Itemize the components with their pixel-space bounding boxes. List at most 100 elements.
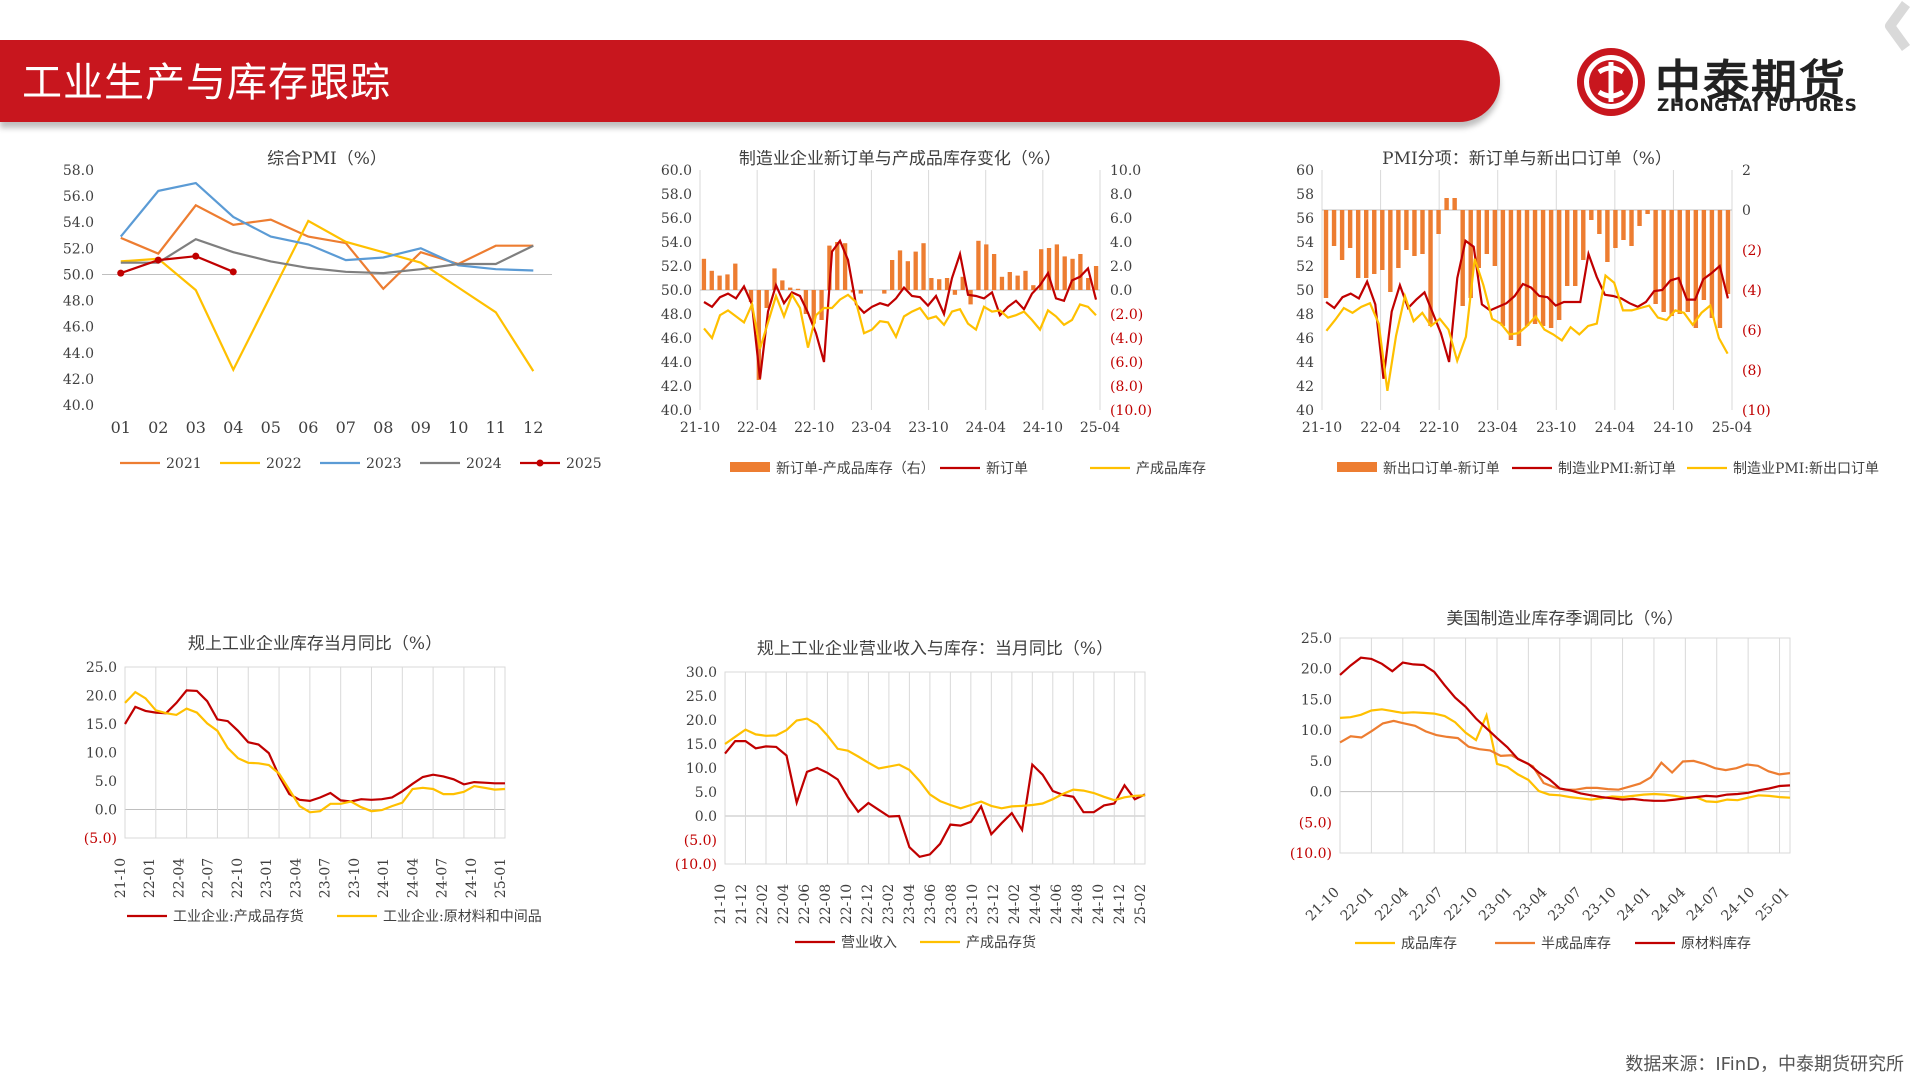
- legend-label: 制造业PMI:新出口订单: [1733, 461, 1879, 477]
- chart-panel-pmi-orders: PMI分项：新订单与新出口订单（%） 60 58 56 54 52 50 48 46 44 42 40…: [1280, 150, 1920, 570]
- y2-tick-label: (8.0): [1110, 379, 1143, 395]
- x-tick-label: 25-04: [1080, 420, 1120, 436]
- x-tick-label: 22-04: [1372, 884, 1412, 924]
- x-tick-label: 24-04: [1028, 884, 1044, 924]
- x-tick-label: 24-04: [405, 858, 421, 898]
- legend-label: 工业企业:原材料和中间品: [383, 908, 542, 925]
- legend-label: 2022: [266, 456, 302, 472]
- chart-us-inventory: 美国制造业库存季调同比（%） 25.0 20.0 15.0 10.0 5.0 0.0 (5.0…: [1290, 610, 1793, 952]
- bar: [1532, 210, 1538, 324]
- y-tick-label: 56.0: [63, 189, 94, 205]
- bar: [1709, 210, 1715, 318]
- x-tick-label: 22-10: [794, 420, 834, 436]
- x-tick-label: 22-12: [860, 884, 876, 924]
- chart-panel-inventory-yoy: 规上工业企业库存当月同比（%） 25.0 20.0 15.0 10.0 5.0 0.0 (5.…: [70, 635, 630, 1015]
- chart-panel-us-inventory: 美国制造业库存季调同比（%） 25.0 20.0 15.0 10.0 5.0 0.0 (5.0…: [1280, 610, 1900, 1025]
- series-line: [124, 689, 505, 803]
- x-tick-label: 11: [486, 418, 506, 437]
- bar: [1556, 210, 1562, 320]
- bar: [960, 276, 965, 290]
- x-tick-label: 23-07: [318, 858, 334, 898]
- y2-tick-label: 0: [1742, 203, 1751, 219]
- bar: [1428, 210, 1433, 326]
- x-tick-label: 24-06: [1049, 884, 1065, 924]
- y-tick-label: 52.0: [661, 259, 692, 275]
- x-tick-label: 24-10: [1023, 420, 1063, 436]
- y-tick-label: 60.0: [661, 163, 692, 179]
- bar: [1573, 210, 1578, 286]
- bar: [905, 261, 910, 290]
- y-tick-label: 10.0: [686, 761, 717, 777]
- plot-border: [1339, 637, 1791, 854]
- x-tick-label: 23-10: [1536, 420, 1576, 436]
- x-tick-label: 23-04: [1478, 420, 1518, 436]
- y-tick-label: 50: [1296, 283, 1314, 299]
- bar: [1589, 210, 1594, 220]
- bar: [780, 280, 785, 290]
- x-tick-label: 23-01: [259, 858, 275, 898]
- x-tick-label: 22-01: [1338, 885, 1378, 925]
- x-tick-label: 25-02: [1133, 884, 1149, 924]
- y-tick-label: 40: [1296, 403, 1314, 419]
- bar: [756, 290, 761, 380]
- y-tick-label: 5.0: [695, 785, 717, 801]
- y2-tick-label: 0.0: [1110, 283, 1132, 299]
- chart-title: 综合PMI（%）: [267, 150, 387, 169]
- y2-tick-label: (6): [1742, 323, 1762, 339]
- y-tick-label: 44.0: [63, 346, 94, 362]
- bar: [725, 274, 730, 290]
- bar: [1420, 210, 1425, 254]
- x-tick-label: 22-10: [230, 858, 246, 898]
- series-line: [120, 255, 234, 275]
- x-tick-label: 23-04: [1511, 884, 1551, 924]
- y-tick-label: 56.0: [661, 211, 692, 227]
- x-tick-label: 03: [186, 418, 206, 437]
- bar: [897, 250, 903, 290]
- x-tick-label: 23-08: [944, 884, 960, 924]
- bar: [1339, 210, 1345, 260]
- bar: [1653, 210, 1658, 304]
- legend-label: 原材料库存: [1681, 936, 1751, 952]
- bar: [952, 290, 958, 295]
- y2-tick-label: 6.0: [1110, 211, 1132, 227]
- series-line: [119, 181, 534, 272]
- bar: [1015, 275, 1020, 290]
- y-tick-label: 40.0: [63, 398, 94, 414]
- bar: [1380, 210, 1385, 270]
- y-tick-label: 5.0: [1310, 754, 1332, 770]
- bar: [1516, 210, 1522, 346]
- x-tick-label: 23-04: [902, 884, 918, 924]
- y-tick-label: 46.0: [661, 331, 692, 347]
- chart-title: 规上工业企业营业收入与库存：当月同比（%）: [757, 640, 1113, 659]
- x-tick-label: 21-10: [1303, 885, 1343, 925]
- y-tick-label: 15.0: [1301, 692, 1332, 708]
- bar: [795, 288, 801, 290]
- x-tick-label: 25-04: [1712, 420, 1752, 436]
- y2-tick-label: (4): [1742, 283, 1762, 299]
- logo-text-en: ZHONGTAI FUTURES: [1657, 96, 1858, 116]
- legend-label: 产成品库存: [1136, 461, 1206, 477]
- bar: [890, 260, 895, 290]
- series-line: [120, 237, 534, 275]
- bar: [999, 276, 1005, 290]
- x-tick-label: 23-12: [986, 884, 1002, 924]
- x-tick-label: 23-04: [288, 858, 304, 898]
- chart-revenue-inventory: 规上工业企业营业收入与库存：当月同比（%） 30.0 25.0 20.0 15.0 10.…: [675, 640, 1149, 951]
- series-marker: [192, 252, 200, 260]
- y-tick-label: (5.0): [84, 831, 117, 847]
- bar: [1621, 210, 1626, 240]
- x-tick-label: 23-10: [908, 420, 948, 436]
- bar: [1452, 198, 1457, 210]
- x-tick-label: 24-10: [1091, 884, 1107, 924]
- bar: [748, 290, 754, 302]
- x-tick-label: 22-04: [1360, 420, 1400, 436]
- bar: [1637, 210, 1642, 226]
- bar: [968, 290, 973, 305]
- chart-inventory-yoy: 规上工业企业库存当月同比（%） 25.0 20.0 15.0 10.0 5.0 0.0 (5.…: [84, 635, 542, 925]
- bar: [1323, 210, 1329, 298]
- x-tick-label: 23-06: [923, 884, 939, 924]
- x-tick-label: 21-10: [713, 884, 729, 924]
- bar: [1388, 210, 1393, 292]
- x-tick-label: 23-10: [1580, 885, 1620, 925]
- series-marker: [229, 268, 237, 276]
